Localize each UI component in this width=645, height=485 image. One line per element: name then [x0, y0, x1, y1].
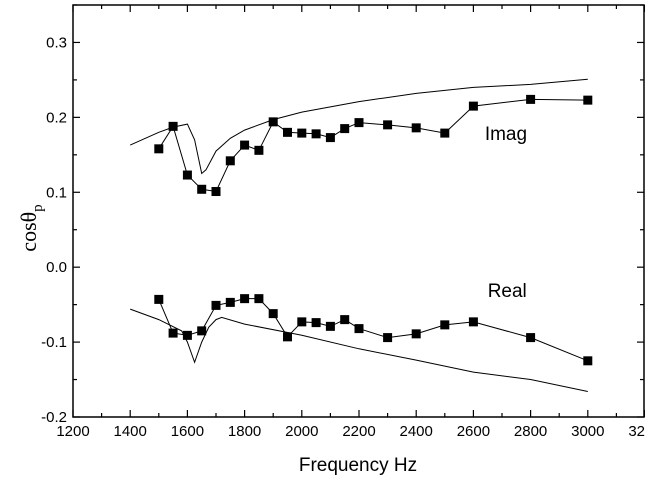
- data-point: [583, 95, 593, 105]
- x-tick-label: 1800: [228, 423, 261, 440]
- x-axis-ticks: 1200 1400 1600 1800 2000 2200 2400 2600 2800 3000…: [56, 5, 645, 440]
- data-point: [225, 156, 235, 166]
- data-point: [197, 184, 207, 194]
- y-axis-label: cosθp: [16, 204, 46, 251]
- data-point: [240, 294, 250, 304]
- x-tick-label: 2000: [285, 423, 318, 440]
- data-point: [240, 140, 250, 150]
- model-curve: [129, 78, 588, 175]
- data-point: [154, 294, 164, 304]
- data-point: [225, 297, 235, 307]
- data-point: [354, 324, 364, 334]
- data-point: [526, 94, 536, 104]
- y-tick-label: -0.2: [41, 409, 67, 426]
- y-tick-label: 0.0: [46, 259, 67, 276]
- series-2: [154, 294, 593, 366]
- data-point: [254, 145, 264, 155]
- series-1: [129, 78, 588, 175]
- data-point: [182, 170, 192, 180]
- x-tick-label: 1600: [171, 423, 204, 440]
- data-point: [526, 333, 536, 343]
- data-point: [468, 101, 478, 111]
- data-point: [311, 318, 321, 328]
- x-tick-label: 1400: [114, 423, 147, 440]
- data-point: [297, 317, 307, 327]
- series-3: [130, 308, 588, 392]
- y-axis-ticks: -0.2 -0.1 0.0 0.1 0.2 0.3: [41, 4, 644, 426]
- y-axis-label-main: cosθ: [16, 212, 41, 252]
- model-curve: [130, 308, 588, 392]
- x-tick-label: 1200: [56, 423, 89, 440]
- x-tick-label: 2800: [514, 423, 547, 440]
- series-0: [154, 94, 593, 197]
- data-point: [383, 120, 393, 130]
- data-point: [440, 128, 450, 138]
- x-tick-label: 2600: [457, 423, 490, 440]
- data-point: [268, 309, 278, 319]
- data-point: [311, 129, 321, 139]
- annotation-imag: Imag: [485, 124, 527, 145]
- x-axis-label: Frequency Hz: [299, 455, 417, 476]
- data-point: [268, 117, 278, 127]
- data-point: [383, 333, 393, 343]
- data-point: [325, 321, 335, 331]
- data-point: [168, 121, 178, 131]
- y-tick-label: -0.1: [41, 334, 67, 351]
- x-tick-label: 2400: [400, 423, 433, 440]
- data-point: [468, 317, 478, 327]
- data-line: [158, 98, 588, 193]
- data-point: [411, 123, 421, 133]
- y-tick-label: 0.3: [46, 34, 67, 51]
- series-layer: [129, 78, 593, 392]
- x-tick-label: 2200: [342, 423, 375, 440]
- y-axis-label-sub: p: [30, 204, 46, 212]
- data-point: [340, 315, 350, 325]
- annotations: Imag Real: [485, 124, 527, 302]
- data-point: [168, 328, 178, 338]
- data-point: [583, 356, 593, 366]
- x-tick-label: 3000: [571, 423, 604, 440]
- y-tick-label: 0.1: [46, 184, 67, 201]
- y-tick-label: 0.2: [46, 109, 67, 126]
- data-point: [182, 330, 192, 340]
- data-point: [154, 144, 164, 154]
- data-point: [411, 329, 421, 339]
- data-point: [297, 128, 307, 138]
- data-point: [325, 133, 335, 143]
- x-tick-label: 3200: [628, 423, 645, 440]
- plot-frame: [72, 4, 645, 418]
- annotation-real: Real: [488, 281, 527, 302]
- data-point: [440, 320, 450, 330]
- data-point: [283, 127, 292, 137]
- data-point: [354, 118, 364, 128]
- data-point: [254, 294, 264, 304]
- data-point: [211, 187, 221, 197]
- plot-border: [72, 4, 645, 418]
- data-point: [197, 326, 207, 336]
- data-point: [340, 124, 350, 134]
- data-point: [211, 300, 221, 310]
- data-point: [283, 332, 292, 342]
